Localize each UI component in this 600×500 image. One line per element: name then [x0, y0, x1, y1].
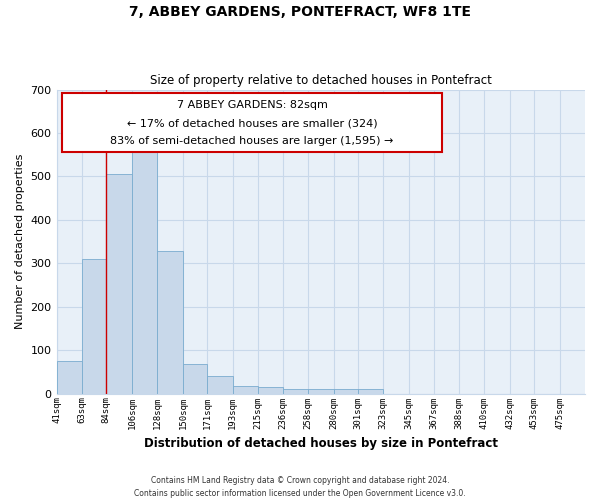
Text: 7, ABBEY GARDENS, PONTEFRACT, WF8 1TE: 7, ABBEY GARDENS, PONTEFRACT, WF8 1TE [129, 5, 471, 19]
FancyBboxPatch shape [62, 92, 442, 152]
Text: Contains HM Land Registry data © Crown copyright and database right 2024.
Contai: Contains HM Land Registry data © Crown c… [134, 476, 466, 498]
X-axis label: Distribution of detached houses by size in Pontefract: Distribution of detached houses by size … [144, 437, 498, 450]
Text: 7 ABBEY GARDENS: 82sqm: 7 ABBEY GARDENS: 82sqm [176, 100, 328, 110]
Bar [106, 174, 132, 394]
Text: 83% of semi-detached houses are larger (1,595) →: 83% of semi-detached houses are larger (… [110, 136, 394, 146]
Bar [334, 390, 358, 394]
Bar [183, 364, 207, 394]
Bar [283, 390, 308, 394]
Bar [157, 251, 183, 394]
Y-axis label: Number of detached properties: Number of detached properties [15, 154, 25, 330]
Bar [258, 387, 283, 394]
Bar [358, 390, 383, 394]
Bar [132, 144, 157, 394]
Title: Size of property relative to detached houses in Pontefract: Size of property relative to detached ho… [150, 74, 492, 87]
Bar [207, 376, 233, 394]
Bar [308, 390, 334, 394]
Bar [56, 361, 82, 394]
Bar [233, 386, 258, 394]
Bar [82, 259, 106, 394]
Text: ← 17% of detached houses are smaller (324): ← 17% of detached houses are smaller (32… [127, 118, 377, 128]
